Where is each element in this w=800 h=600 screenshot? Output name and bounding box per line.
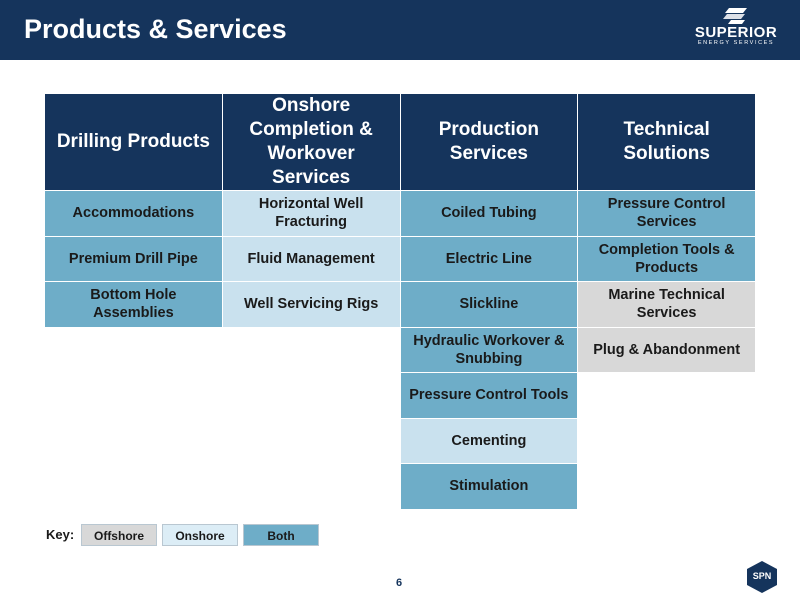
page-number: 6 [396, 577, 403, 589]
hexagon-icon [747, 561, 777, 593]
table-row: Stimulation [44, 463, 756, 510]
table-cell: Well Servicing Rigs [221, 281, 401, 328]
table-cell: Plug & Abandonment [577, 326, 756, 373]
key-onshore: Onshore [162, 524, 238, 546]
table-cell: Bottom Hole Assemblies [44, 281, 223, 328]
legend-key: Key: Offshore Onshore Both [46, 524, 346, 546]
table-cell-empty [577, 463, 756, 510]
table-cell: Premium Drill Pipe [44, 235, 223, 282]
title-bar: Products & Services SUPERIOR ENERGY SERV… [0, 0, 800, 60]
table-row: Pressure Control Tools [44, 372, 756, 419]
column-header-technical: Technical Solutions [577, 93, 756, 191]
table-header-row: Drilling Products Onshore Completion & W… [44, 93, 756, 191]
table-cell-empty [44, 326, 223, 373]
key-offshore: Offshore [81, 524, 157, 546]
table-cell-empty [577, 372, 756, 419]
table-cell: Electric Line [399, 235, 579, 282]
logo-name: SUPERIOR [694, 24, 778, 41]
table-cell-empty [44, 417, 223, 464]
table-cell: Stimulation [399, 463, 579, 510]
table-cell: Coiled Tubing [399, 190, 579, 237]
key-label: Key: [46, 527, 75, 542]
table-cell: Pressure Control Services [577, 190, 756, 237]
table-cell: Hydraulic Workover & Snubbing [399, 326, 579, 373]
table-cell-empty [577, 417, 756, 464]
table-cell-empty [221, 372, 401, 419]
table-row: Bottom Hole Assemblies Well Servicing Rig… [44, 281, 756, 328]
spn-badge-text: SPN [752, 571, 772, 581]
table-row: Premium Drill Pipe Fluid Management Electr… [44, 235, 756, 282]
table-cell-empty [44, 372, 223, 419]
table-cell: Horizontal Well Fracturing [221, 190, 401, 237]
table-cell-empty [221, 417, 401, 464]
table-cell: Cementing [399, 417, 579, 464]
table-row: Cementing [44, 417, 756, 464]
table-cell: Slickline [399, 281, 579, 328]
table-cell: Pressure Control Tools [399, 372, 579, 419]
superior-s-icon [723, 8, 747, 24]
column-header-production: Production Services [399, 93, 579, 191]
table-cell: Accommodations [44, 190, 223, 237]
table-row: Accommodations Horizontal Well Fracturing… [44, 190, 756, 237]
table-cell: Completion Tools & Products [577, 235, 756, 282]
table-row: Hydraulic Workover & Snubbing Plug & Aban… [44, 326, 756, 373]
column-header-onshore-completion: Onshore Completion & Workover Services [221, 93, 401, 191]
table-cell-empty [221, 463, 401, 510]
table-body: Accommodations Horizontal Well Fracturing… [44, 190, 756, 510]
key-both: Both [243, 524, 319, 546]
column-header-drilling: Drilling Products [44, 93, 223, 191]
logo-tagline: ENERGY SERVICES [697, 40, 775, 46]
spn-badge: SPN [745, 560, 779, 594]
superior-logo: SUPERIOR ENERGY SERVICES [690, 8, 782, 52]
table-cell: Marine Technical Services [577, 281, 756, 328]
table-cell-empty [44, 463, 223, 510]
table-cell: Fluid Management [221, 235, 401, 282]
table-cell-empty [221, 326, 401, 373]
page-title: Products & Services [24, 14, 287, 44]
products-table: Drilling Products Onshore Completion & W… [44, 93, 756, 510]
